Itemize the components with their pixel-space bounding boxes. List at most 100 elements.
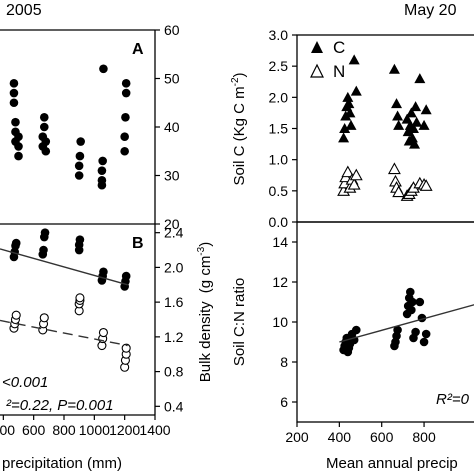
panel-b-point [40,228,50,237]
panel-a-ytick-label: 20 [164,216,180,232]
panel-b-point [11,238,21,248]
panel-a-point [75,151,85,161]
panel-d-fit-line-solid [339,304,474,343]
panel-c-point-c [344,107,356,118]
panel-b-ytick-label: 1.2 [164,329,184,345]
panel-b-xtick-label: 800 [52,422,76,438]
panel-c-point-c [350,85,362,96]
panel-d-point [419,337,429,347]
panel-b-point [99,267,108,277]
right-header: May 20 [404,2,457,19]
panel-a-point [41,137,51,146]
panel-c-ytick-label: 2.0 [269,89,289,105]
panel-b-point [75,235,85,244]
panel-b-point [121,271,131,281]
panel-d-ytick-label: 12 [272,274,288,290]
legend-n-label: N [333,62,345,81]
panel-c-point-c [410,101,422,112]
panel-b-letter: B [132,235,144,252]
panel-b-ytick-label: 0.8 [164,364,184,380]
panel-a-ytick-label: 50 [164,71,180,87]
panel-a-point [97,166,107,175]
panel-a-point [98,156,107,166]
panel-d-xlabel: Mean annual precip [326,455,458,472]
panel-b-ytick-label: 1.6 [164,294,184,310]
panel-d-xtick-label: 200 [285,429,309,445]
panel-a-point [120,146,129,156]
panel-a-letter: A [132,41,144,58]
panel-b-point-open [39,313,49,323]
panel-c-point-n [419,179,433,191]
panel-b-xlabel: precipitation (mm) [2,455,122,472]
panel-d-point [411,327,420,337]
panel-a-point [74,171,84,180]
panel-a-point [9,79,19,88]
panel-c-point-c [338,132,350,143]
panel-b-xtick-label: 400 [0,422,15,438]
panel-d-xtick-label: 400 [328,429,352,445]
panel-b-xtick-label: 1200 [109,422,140,438]
panel-b-ytick-label: 2.0 [164,259,184,275]
panel-b-stat-2: ²=0.22, P=0.001 [6,397,114,414]
panel-a-point [74,161,84,171]
panel-a-point [9,88,19,98]
legend-n-marker [310,63,324,78]
panel-d-point [351,325,361,335]
panel-c-ytick-label: 1.0 [269,152,289,168]
panel-c-point-c [388,63,400,74]
panel-b-ylabel: Bulk density (g cm-3) [196,242,214,382]
panel-a-point [99,64,108,74]
panel-a-ytick-label: 60 [164,22,180,38]
panel-c-point-c [392,110,404,121]
panel-c-point-c [391,98,403,109]
panel-c-point-n [387,162,401,175]
panel-c-point-c [345,119,357,130]
panel-a-point [120,132,129,141]
chart-marks: 20304050600.40.81.21.62.02.4400600800100… [0,22,474,445]
panel-d-ytick-label: 14 [272,234,288,250]
panel-a-ytick-label: 40 [164,119,180,135]
panel-d-point [393,325,402,335]
panel-d-point [405,287,415,297]
panel-a-point [76,137,85,146]
panel-c-point-n [392,185,406,198]
panel-c-ytick-label: 1.5 [269,121,289,137]
panel-b-ytick-label: 2.4 [164,225,184,241]
panel-a-frame [0,29,156,224]
panel-c-ytick-label: 0.5 [269,183,289,199]
panel-b-point-open [11,310,21,320]
panel-c-point-c [405,107,417,118]
panel-a-point [39,113,49,122]
panel-c-ylabel: Soil C (Kg C m-2) [230,72,248,185]
panel-d-stat: R²=0 [436,391,470,408]
panel-c-point-c [342,91,354,102]
panel-b-point [39,245,48,255]
legend-c-label: C [333,38,345,57]
panel-d-point [415,297,425,307]
panel-b-stat-1: <0.001 [2,374,48,391]
panel-c-point-c [402,126,414,137]
panel-a-ytick-label: 30 [164,168,180,184]
panel-b-fit-line-dashed [0,319,128,347]
legend-c-marker [311,41,323,53]
panel-a-point [39,122,49,132]
panel-a-point [121,113,130,122]
panel-a-point [14,132,23,141]
panel-b-frame [0,223,156,416]
panel-c-point-c [343,98,355,109]
panel-c-point-c [339,123,351,133]
panel-b-xtick-label: 1000 [79,422,110,438]
panel-d-ytick-label: 6 [280,394,288,410]
panel-b-point-open [121,343,131,353]
panel-d-point [407,305,416,315]
panel-a-point [97,176,107,185]
panel-c-point-c [393,119,405,130]
panel-c-ytick-label: 2.5 [269,58,289,74]
panel-c-point-c [418,119,430,130]
panel-c-ytick-label: 3.0 [269,27,289,43]
panel-c-frame [296,34,474,223]
panel-c-ytick-label: 0.0 [269,214,289,230]
panel-d-xtick-label: 600 [370,429,394,445]
panel-b-xtick-label: 600 [22,422,46,438]
